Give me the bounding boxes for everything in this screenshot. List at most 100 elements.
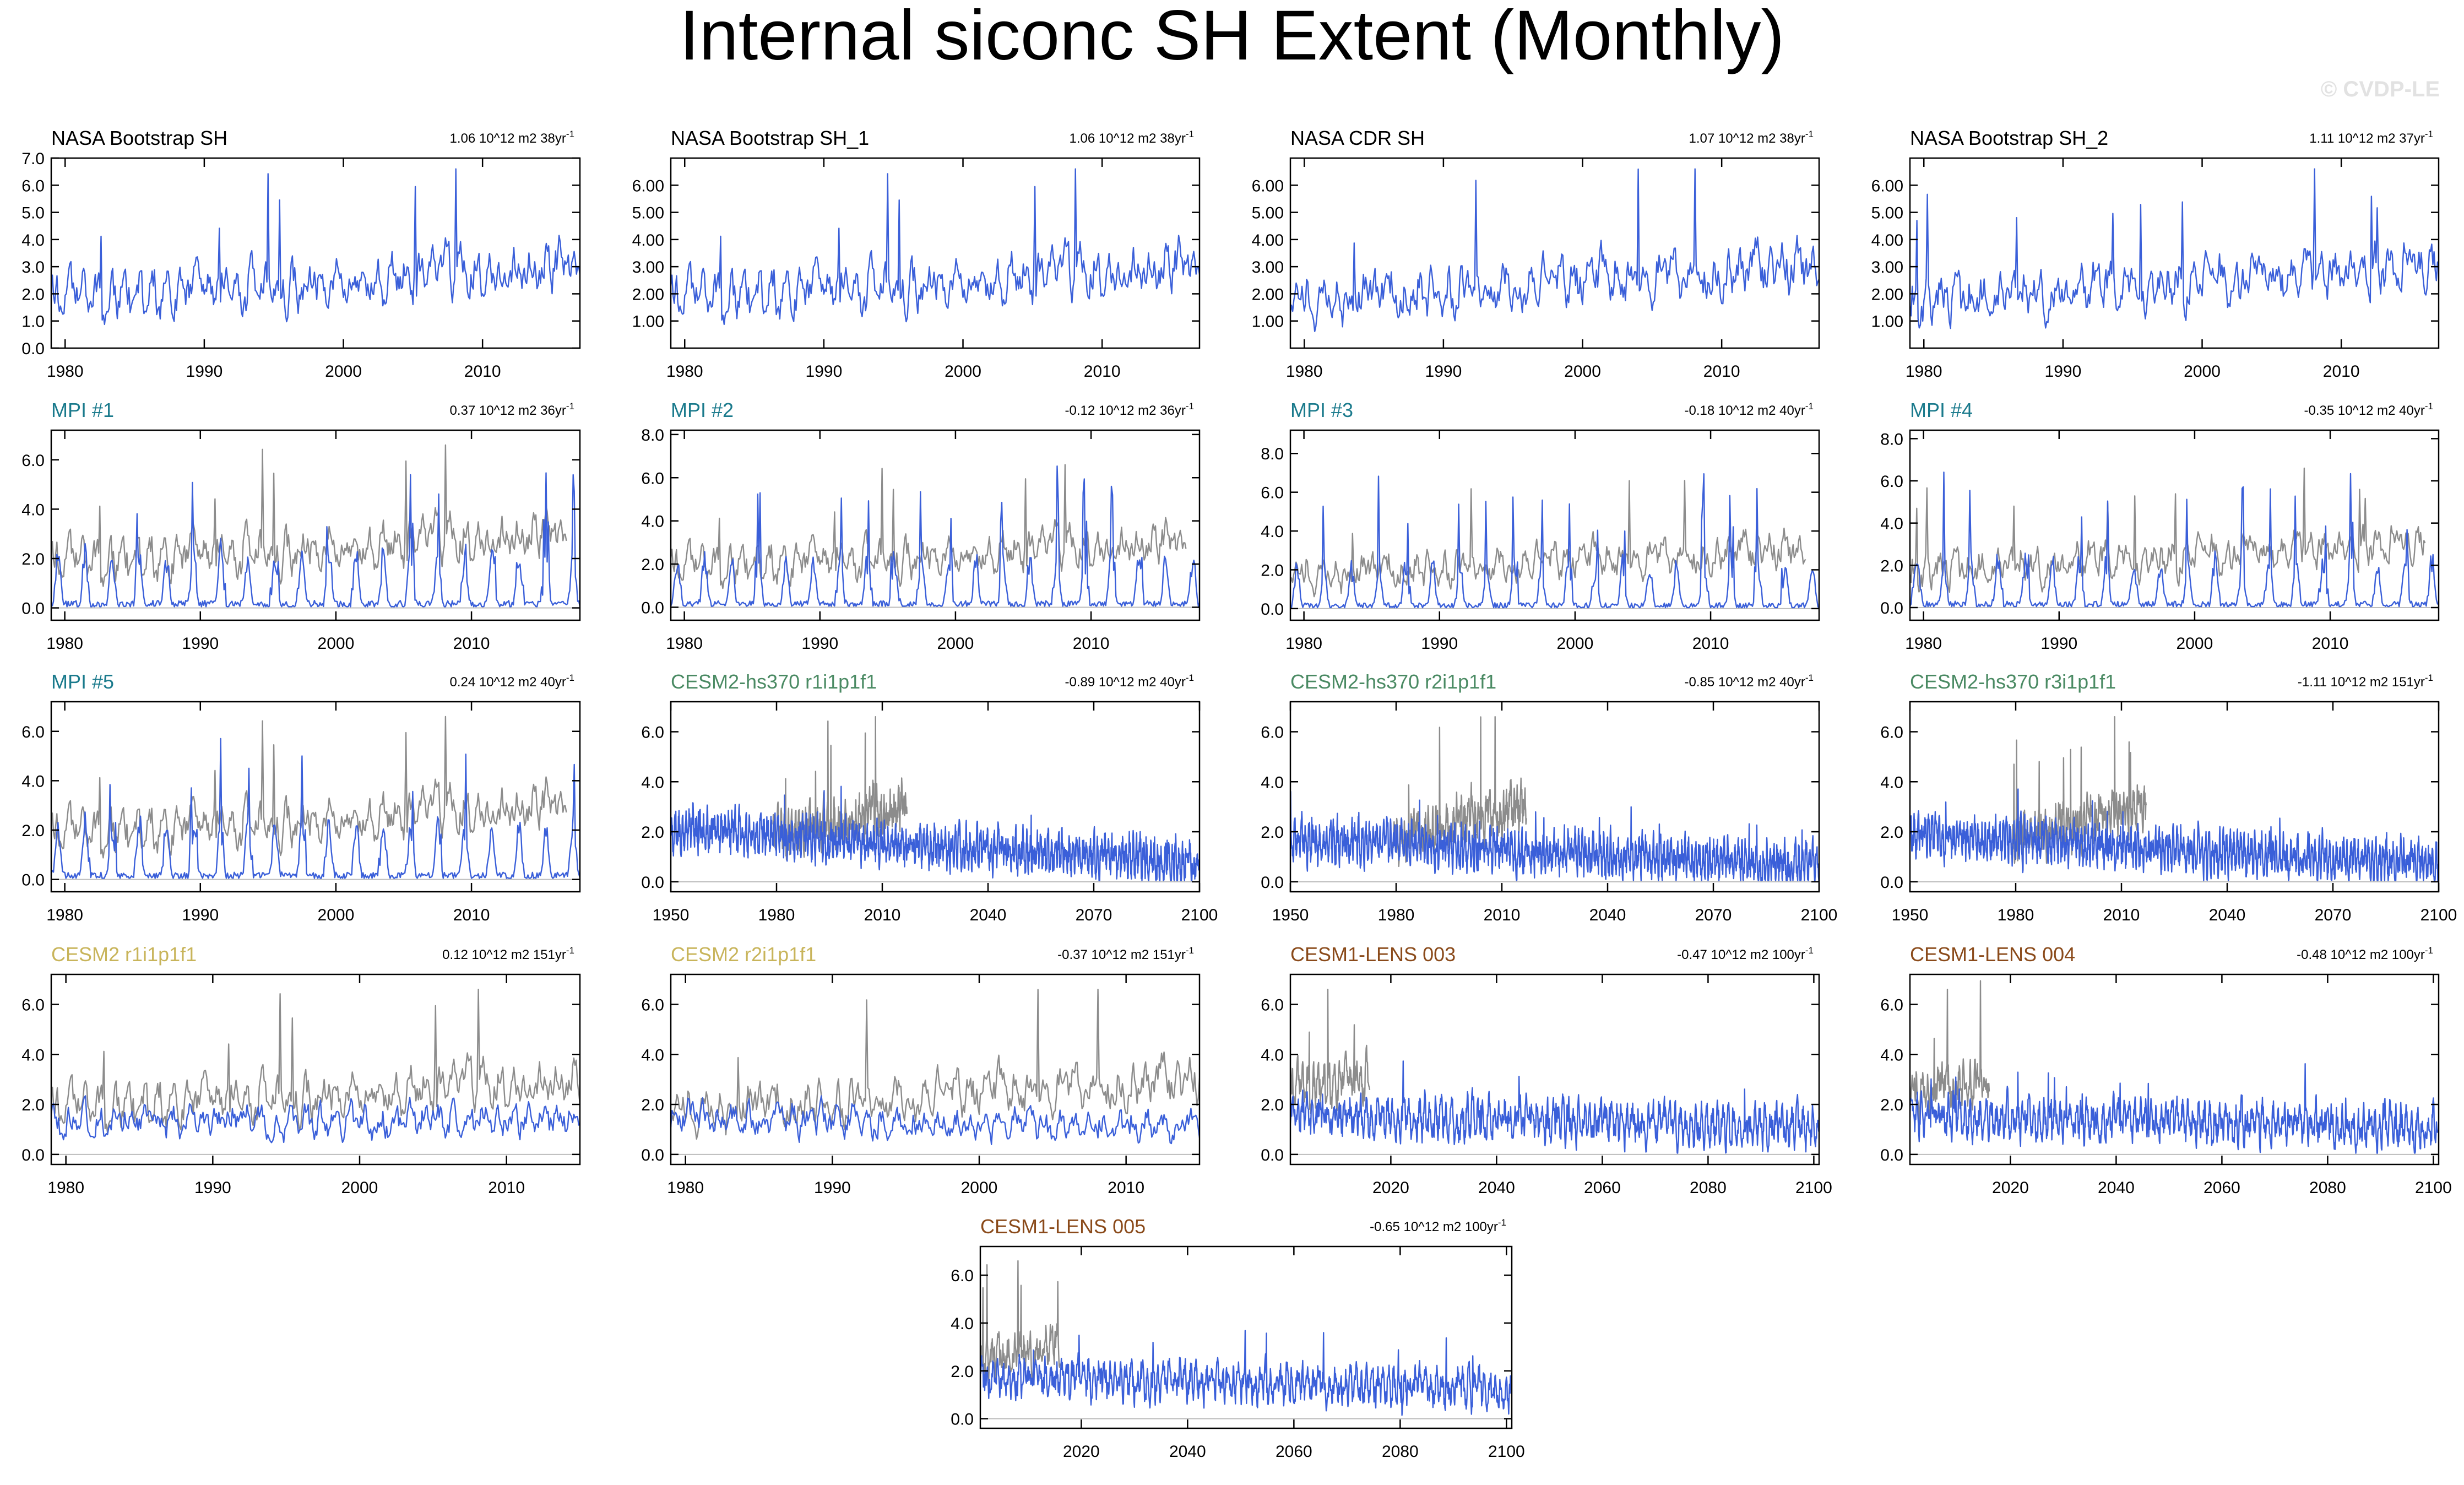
ytick-label: 0.0 [951,1411,974,1429]
ytick-label: 5.00 [632,204,664,223]
ytick-label: 2.00 [632,285,664,303]
ytick-label: 1.0 [21,313,45,331]
ytick-label: 2.0 [951,1363,974,1381]
series-line-2 [980,1330,1512,1416]
plot-frame [670,429,1201,621]
xtick-label: 2040 [970,906,1007,924]
xtick-label: 2000 [325,362,362,381]
panel-10: 0.0 2.0 4.0 6.0 1950 1980 2010 2040 2070 2100 CESM… [641,670,1218,924]
xtick-label: 2010 [1703,362,1740,381]
ytick-label: 2.0 [641,823,664,842]
plot-frame [1289,701,1820,893]
panel-3: 1.00 2.00 3.00 4.00 5.00 6.00 1980 1990 2000 2010… [1252,127,1820,381]
xtick-label: 1990 [1421,635,1458,653]
ytick-label: 2.00 [1252,285,1284,303]
ytick-label: 3.0 [21,258,45,277]
plot-frame [1909,973,2440,1166]
ytick-label: 6.0 [21,723,45,741]
series-line-1 [51,716,567,859]
series-line-2 [1910,788,2439,881]
xtick-label: 1990 [182,906,219,924]
ytick-label: 1.00 [1252,313,1284,331]
ytick-label: 4.0 [21,501,45,519]
xtick-label: 1980 [667,1179,704,1197]
xtick-label: 2070 [1695,906,1732,924]
xtick-label: 1980 [666,635,703,653]
panel-title: MPI #3 [1290,399,1353,421]
panel-title: CESM1-LENS 003 [1290,943,1456,966]
ytick-label: 0.0 [641,599,664,617]
panel-title: CESM1-LENS 004 [1910,943,2075,966]
xtick-label: 2070 [2315,906,2352,924]
panel-17: 0.0 2.0 4.0 6.0 2020 2040 2060 2080 2100 CESM1-LE… [951,1215,1524,1461]
xtick-label: 2080 [1690,1179,1727,1197]
trend-label: 1.07 10^12 m2 38yr-1 [1689,129,1814,146]
ytick-label: 4.0 [1261,1046,1284,1064]
xtick-label: 2010 [453,906,490,924]
panel-6: 0.0 2.0 4.0 6.0 8.0 1980 1990 2000 2010 MPI #2 -0.… [641,399,1201,653]
panel-13: 0.0 2.0 4.0 6.0 1980 1990 2000 2010 CESM2 r1i1p1… [21,943,581,1197]
ytick-label: 4.00 [1252,231,1284,250]
panel-8: 0.0 2.0 4.0 6.0 8.0 1980 1990 2000 2010 MPI #4 -0.… [1880,399,2440,653]
xtick-label: 2060 [2204,1179,2240,1197]
xtick-label: 1990 [194,1179,231,1197]
xtick-label: 2040 [1169,1443,1206,1461]
xtick-label: 2060 [1276,1443,1312,1461]
xtick-label: 1990 [182,635,219,653]
trend-label: 0.12 10^12 m2 151yr-1 [442,945,574,962]
ytick-label: 6.0 [641,996,664,1014]
panel-16: 0.0 2.0 4.0 6.0 2020 2040 2060 2080 2100 CESM1-LE… [1880,943,2451,1197]
panel-4: 1.00 2.00 3.00 4.00 5.00 6.00 1980 1990 2000 2010… [1871,127,2440,381]
plot-frame [50,157,581,349]
plot-frame [1289,429,1820,621]
xtick-label: 2040 [2098,1179,2135,1197]
panel-title: CESM2 r1i1p1f1 [51,943,197,966]
series-line-2 [671,785,1200,881]
plot-frame [50,429,581,621]
ytick-label: 2.0 [21,1096,45,1114]
trend-label: 1.06 10^12 m2 38yr-1 [1069,129,1194,146]
xtick-label: 1990 [2040,635,2077,653]
series-line-1 [671,168,1200,326]
trend-label: -0.47 10^12 m2 100yr-1 [1677,945,1814,962]
ytick-label: 2.0 [1880,823,1903,842]
xtick-label: 2100 [2420,906,2457,924]
panel-1: 0.0 1.0 2.0 3.0 4.0 5.0 6.0 7.0 1980 1990 2000 2010… [21,127,581,381]
xtick-label: 2060 [1584,1179,1621,1197]
xtick-label: 2040 [1478,1179,1515,1197]
ytick-label: 3.00 [1252,258,1284,277]
ytick-label: 5.0 [21,204,45,223]
series-line-1 [1290,480,1806,598]
ytick-label: 6.0 [1261,996,1284,1014]
panel-title: MPI #2 [671,399,734,421]
panel-11: 0.0 2.0 4.0 6.0 1950 1980 2010 2040 2070 2100 CESM… [1261,670,1837,924]
xtick-label: 1990 [806,362,843,381]
ytick-label: 0.0 [641,874,664,892]
series-line-2 [51,738,580,879]
xtick-label: 1980 [47,1179,84,1197]
trend-label: -0.18 10^12 m2 40yr-1 [1684,401,1814,418]
ytick-label: 4.0 [951,1315,974,1333]
xtick-label: 2100 [1801,906,1838,924]
ytick-label: 4.0 [641,513,664,531]
xtick-label: 2010 [1073,635,1110,653]
panel-title: MPI #4 [1910,399,1973,421]
series-line-1 [1290,168,1819,332]
xtick-label: 2100 [1795,1179,1832,1197]
ytick-label: 0.0 [21,340,45,358]
series-line-1 [1910,980,1990,1121]
xtick-label: 2000 [318,635,355,653]
xtick-label: 2000 [1557,635,1594,653]
xtick-label: 1980 [46,906,83,924]
xtick-label: 1950 [1272,906,1309,924]
series-line-2 [1290,473,1819,609]
ytick-label: 2.0 [641,556,664,574]
ytick-label: 8.0 [1880,430,1903,448]
xtick-label: 2070 [1076,906,1112,924]
ytick-label: 0.0 [21,1146,45,1164]
series-line-2 [51,472,580,608]
xtick-label: 1980 [758,906,795,924]
trend-label: -0.65 10^12 m2 100yr-1 [1370,1217,1506,1234]
xtick-label: 2000 [318,906,355,924]
